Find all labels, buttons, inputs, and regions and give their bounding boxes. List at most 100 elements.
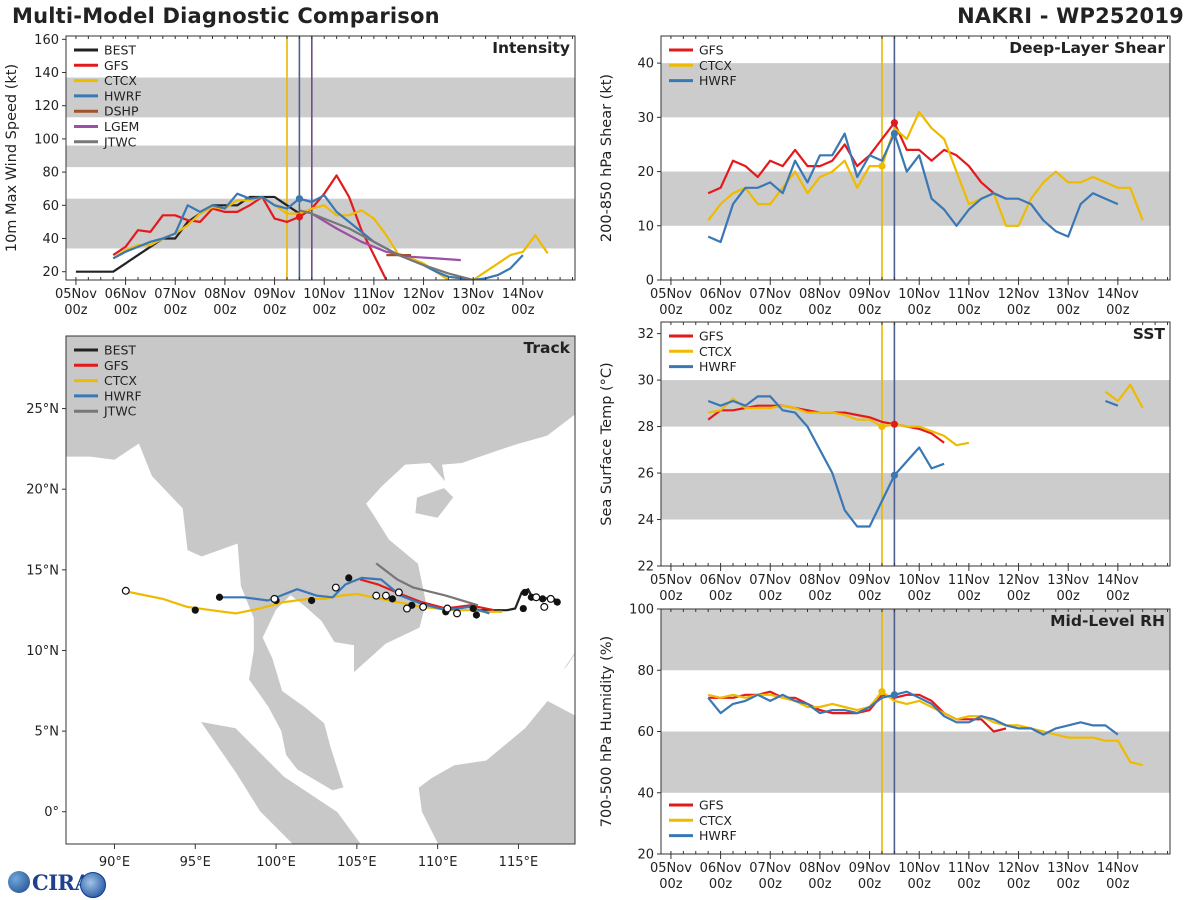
intensity-xtick-label: 12Nov	[403, 287, 445, 302]
shear-xtick-sublabel: 00z	[957, 303, 981, 318]
track-xtick-label: 110°E	[418, 855, 458, 870]
cira-logo: CIRA	[6, 868, 106, 898]
shear-xtick-sublabel: 00z	[908, 303, 932, 318]
intensity-legend-label: DSHP	[104, 104, 139, 119]
sst-ytick-label: 30	[637, 374, 654, 389]
sst-xtick-sublabel: 00z	[709, 589, 733, 604]
land-mass-1	[414, 487, 455, 519]
sst-ytick-label: 26	[637, 467, 654, 482]
rh-xtick-label: 11Nov	[948, 861, 990, 876]
rh-ylabel: 700-500 hPa Humidity (%)	[599, 636, 615, 827]
intensity-xtick-sublabel: 00z	[64, 303, 88, 318]
shear-band-1	[661, 63, 1170, 118]
track-ytick-label: 25°N	[26, 402, 59, 417]
rh-xtick-sublabel: 00z	[808, 877, 832, 892]
shear-marker-1	[890, 130, 898, 138]
track-ytick-label: 0°	[44, 805, 59, 820]
track-title: Track	[524, 339, 571, 357]
track-map	[66, 336, 575, 844]
intensity-ytick-label: 20	[42, 265, 59, 280]
shear-xtick-sublabel: 00z	[759, 303, 783, 318]
track-point-open	[443, 604, 452, 613]
shear-xtick-sublabel: 00z	[858, 303, 882, 318]
track-legend-label: GFS	[104, 358, 129, 373]
intensity-band-1	[66, 145, 575, 168]
track-point-filled	[191, 606, 199, 614]
track-point-filled	[539, 595, 547, 603]
rh-xtick-label: 12Nov	[998, 861, 1040, 876]
shear-marker-0	[890, 119, 898, 127]
shear-ytick-label: 10	[637, 219, 654, 234]
intensity-xtick-label: 10Nov	[303, 287, 345, 302]
shear-legend-label: HWRF	[699, 73, 737, 88]
sst-xtick-label: 06Nov	[700, 573, 742, 588]
track-point-filled	[553, 598, 561, 606]
sst-series-hwrf-4	[1105, 399, 1119, 407]
intensity-xtick-label: 05Nov	[55, 287, 97, 302]
intensity-xtick-label: 11Nov	[353, 287, 395, 302]
rh-marker-0	[878, 688, 886, 696]
rh-ytick-label: 20	[637, 848, 654, 863]
shear-frame	[660, 35, 1171, 281]
sst-ytick-label: 28	[637, 420, 654, 435]
intensity-ytick-label: 120	[34, 99, 59, 114]
track-frame	[65, 335, 576, 845]
shear-xtick-sublabel: 00z	[709, 303, 733, 318]
sst-xtick-label: 05Nov	[650, 573, 692, 588]
intensity-legend-label: GFS	[104, 58, 129, 73]
sst-marker-0	[890, 420, 898, 428]
track-ytick-label: 20°N	[26, 483, 59, 498]
land-mass-6	[199, 720, 366, 844]
track-point-filled	[215, 593, 224, 601]
shear-ylabel: 200-850 hPa Shear (kt)	[599, 74, 615, 242]
sst-xtick-label: 09Nov	[849, 573, 891, 588]
shear-legend-label: GFS	[699, 43, 724, 58]
intensity-xtick-sublabel: 00z	[313, 303, 337, 318]
rh-band-0	[661, 731, 1170, 793]
intensity-series-group	[75, 174, 549, 280]
track-point-open	[402, 604, 411, 613]
track-point-open	[372, 591, 381, 600]
rh-xtick-label: 05Nov	[650, 861, 692, 876]
sst-marker-2	[878, 422, 886, 431]
intensity-xtick-label: 14Nov	[502, 287, 544, 302]
sst-ytick-label: 32	[637, 327, 654, 342]
intensity-xtick-label: 09Nov	[254, 287, 296, 302]
intensity-band-2	[66, 77, 575, 118]
intensity-legend-label: HWRF	[104, 88, 142, 103]
shear-xtick-sublabel: 00z	[808, 303, 832, 318]
rh-ytick-label: 100	[629, 603, 654, 618]
shear-xtick-sublabel: 00z	[1106, 303, 1130, 318]
rh-xtick-sublabel: 00z	[858, 877, 882, 892]
track-point-open	[121, 586, 130, 595]
intensity-ytick-label: 40	[42, 232, 59, 247]
shear-xtick-label: 09Nov	[849, 287, 891, 302]
shear-xtick-label: 07Nov	[749, 287, 791, 302]
intensity-xtick-label: 08Nov	[204, 287, 246, 302]
rh-ytick-label: 80	[637, 664, 654, 679]
shear-chart: 01020304005Nov00z06Nov00z07Nov00z08Nov00…	[599, 35, 1171, 318]
rh-title: Mid-Level RH	[1050, 612, 1165, 630]
sst-xtick-sublabel: 00z	[908, 589, 932, 604]
shear-xtick-label: 08Nov	[799, 287, 841, 302]
page-title: Multi-Model Diagnostic Comparison	[12, 4, 440, 28]
intensity-xtick-sublabel: 00z	[462, 303, 486, 318]
track-point-open	[532, 593, 541, 602]
intensity-chart: 2040608010012014016005Nov00z06Nov00z07No…	[4, 33, 576, 318]
intensity-ytick-label: 140	[34, 66, 59, 81]
shear-xtick-label: 14Nov	[1097, 287, 1139, 302]
track-xtick-label: 95°E	[180, 855, 211, 870]
intensity-xtick-label: 13Nov	[452, 287, 494, 302]
rh-series-ctcx-1	[707, 690, 1143, 767]
rh-xtick-sublabel: 00z	[1106, 877, 1130, 892]
intensity-xtick-sublabel: 00z	[412, 303, 436, 318]
track-legend-label: CTCX	[104, 373, 137, 388]
rh-legend-label: HWRF	[699, 828, 737, 843]
rh-xtick-sublabel: 00z	[908, 877, 932, 892]
track-xtick-label: 115°E	[499, 855, 539, 870]
sst-frame	[660, 321, 1171, 567]
shear-title: Deep-Layer Shear	[1009, 39, 1165, 57]
sst-ytick-label: 22	[637, 560, 654, 575]
track-chart: 90°E 95°E 100°E 105°E 110°E 115°E 0° 5°N 10°N 15°…	[26, 335, 576, 870]
shear-xtick-sublabel: 00z	[1057, 303, 1081, 318]
